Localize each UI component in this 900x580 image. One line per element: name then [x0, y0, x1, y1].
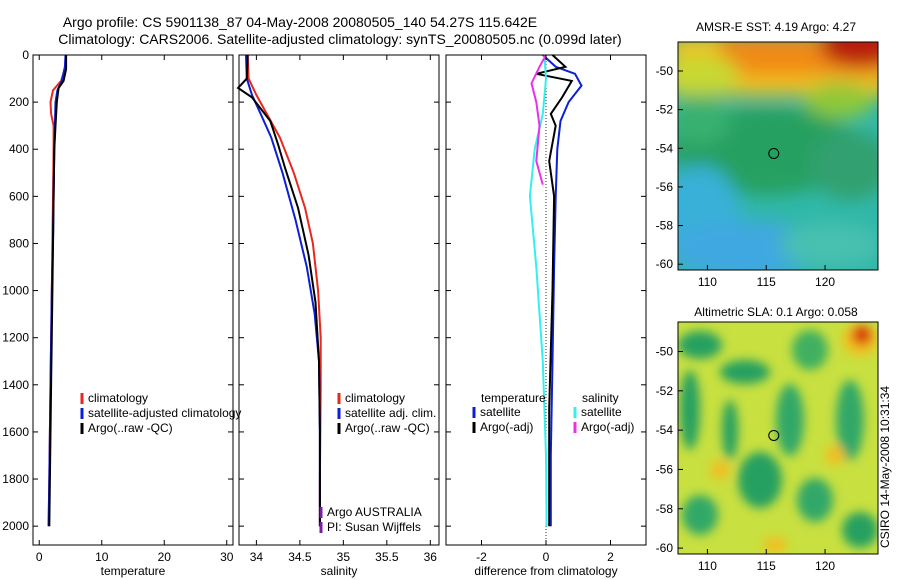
series-line-2-3	[530, 54, 547, 185]
temp-legend-item: climatology	[88, 391, 148, 405]
sla-map-title: Altimetric SLA: 0.1 Argo: 0.058	[694, 305, 858, 319]
map-y-tick-label: -54	[656, 423, 674, 437]
map-x-tick-label: 115	[757, 559, 776, 573]
plot-frame	[238, 54, 440, 546]
map-y-tick-label: -58	[656, 219, 674, 233]
map-y-tick-label: -50	[656, 344, 674, 358]
diff-sal-legend-item: satellite	[581, 405, 622, 419]
map-y-tick-label: -56	[656, 180, 674, 194]
map-frame	[677, 321, 879, 555]
x-axis-label: salinity	[321, 564, 358, 578]
map-x-tick-label: 120	[815, 275, 835, 289]
y-tick-label: 1000	[2, 284, 29, 298]
sst-heatmap	[678, 42, 878, 270]
map-y-tick-label: -60	[656, 257, 674, 271]
series-line-2-1	[536, 54, 574, 527]
x-tick-label: 35.5	[375, 550, 399, 564]
map-y-tick-label: -52	[656, 384, 674, 398]
figure-title-line1: Argo profile: CS 5901138_87 04-May-2008 …	[63, 14, 537, 30]
map-x-tick-label: 110	[698, 275, 717, 289]
y-tick-label: 2000	[2, 519, 29, 533]
temperature-panel: 0 10 20 30 0 200 400 600 800 1000 1200 1400 1600 1800…	[2, 48, 241, 578]
y-tick-label: 1400	[2, 378, 29, 392]
series-line-1-0	[246, 54, 322, 527]
x-tick-label: 30	[220, 550, 234, 564]
series-line-0-2	[48, 55, 68, 527]
map-y-tick-label: -54	[656, 141, 674, 155]
x-tick-label: 36	[424, 550, 438, 564]
map-x-tick-label: 115	[757, 275, 776, 289]
x-tick-label: 10	[95, 550, 109, 564]
x-tick-label: 0	[543, 550, 550, 564]
y-tick-label: 1800	[2, 472, 29, 486]
x-tick-label: 20	[158, 550, 172, 564]
y-tick-label: 800	[9, 236, 29, 250]
map-y-tick-label: -58	[656, 502, 674, 516]
sal-legend-item: satellite adj. clim.	[345, 406, 436, 420]
plot-frame	[32, 54, 234, 546]
diff-sal-header: salinity	[582, 391, 619, 405]
y-tick-label: 1200	[2, 331, 29, 345]
side-timestamp: CSIRO 14-May-2008 10:31:34	[878, 386, 892, 548]
series-line-1-2	[236, 54, 321, 527]
diff-sal-legend-item: Argo(-adj)	[581, 420, 634, 434]
y-tick-label: 0	[22, 48, 29, 62]
y-tick-label: 400	[9, 142, 29, 156]
pi-legend-item: Argo AUSTRALIA	[327, 505, 422, 519]
x-tick-label: 34.5	[288, 550, 312, 564]
y-tick-label: 1600	[2, 425, 29, 439]
series-line-2-0	[542, 54, 583, 527]
map-y-tick-label: -60	[656, 541, 674, 555]
map-y-tick-label: -56	[656, 462, 674, 476]
sst-map-title: AMSR-E SST: 4.19 Argo: 4.27	[696, 20, 856, 34]
diff-temp-header: temperature	[481, 391, 546, 405]
diff-temp-legend-item: Argo(-adj)	[480, 420, 533, 434]
x-axis-label: temperature	[101, 564, 166, 578]
x-tick-label: 34	[250, 550, 264, 564]
temp-legend-item: satellite-adjusted climatology	[88, 406, 241, 420]
x-tick-label: 0	[36, 550, 43, 564]
sla-map-panel: Altimetric SLA: 0.1 Argo: 0.058	[656, 305, 879, 573]
x-tick-label: 35	[337, 550, 351, 564]
map-x-tick-label: 110	[698, 559, 717, 573]
map-frame	[677, 41, 879, 271]
sal-legend-item: Argo(..raw -QC)	[345, 421, 430, 435]
x-tick-label: -2	[476, 550, 487, 564]
diff-temp-legend-item: satellite	[480, 405, 521, 419]
x-axis-label: difference from climatology	[474, 564, 617, 578]
series-line-2-2	[528, 54, 548, 527]
series-line-1-1	[245, 54, 321, 527]
map-y-tick-label: -50	[656, 64, 674, 78]
figure-title-line2: Climatology: CARS2006. Satellite-adjuste…	[58, 31, 621, 47]
pi-legend-item: PI: Susan Wijffels	[327, 520, 421, 534]
y-tick-label: 200	[9, 95, 29, 109]
temp-legend-item: Argo(..raw -QC)	[88, 421, 173, 435]
salinity-panel: 34 34.5 35 35.5 36 salinity climatologysatelli…	[236, 54, 440, 578]
map-x-tick-label: 120	[815, 559, 835, 573]
sal-legend-item: climatology	[345, 391, 405, 405]
y-tick-label: 600	[9, 189, 29, 203]
x-tick-label: 2	[607, 550, 614, 564]
map-y-tick-label: -52	[656, 103, 674, 117]
sst-map-panel: AMSR-E SST: 4.19 Argo: 4.27	[656, 20, 879, 289]
argo-location-marker	[768, 429, 780, 441]
argo-location-marker	[768, 147, 780, 159]
